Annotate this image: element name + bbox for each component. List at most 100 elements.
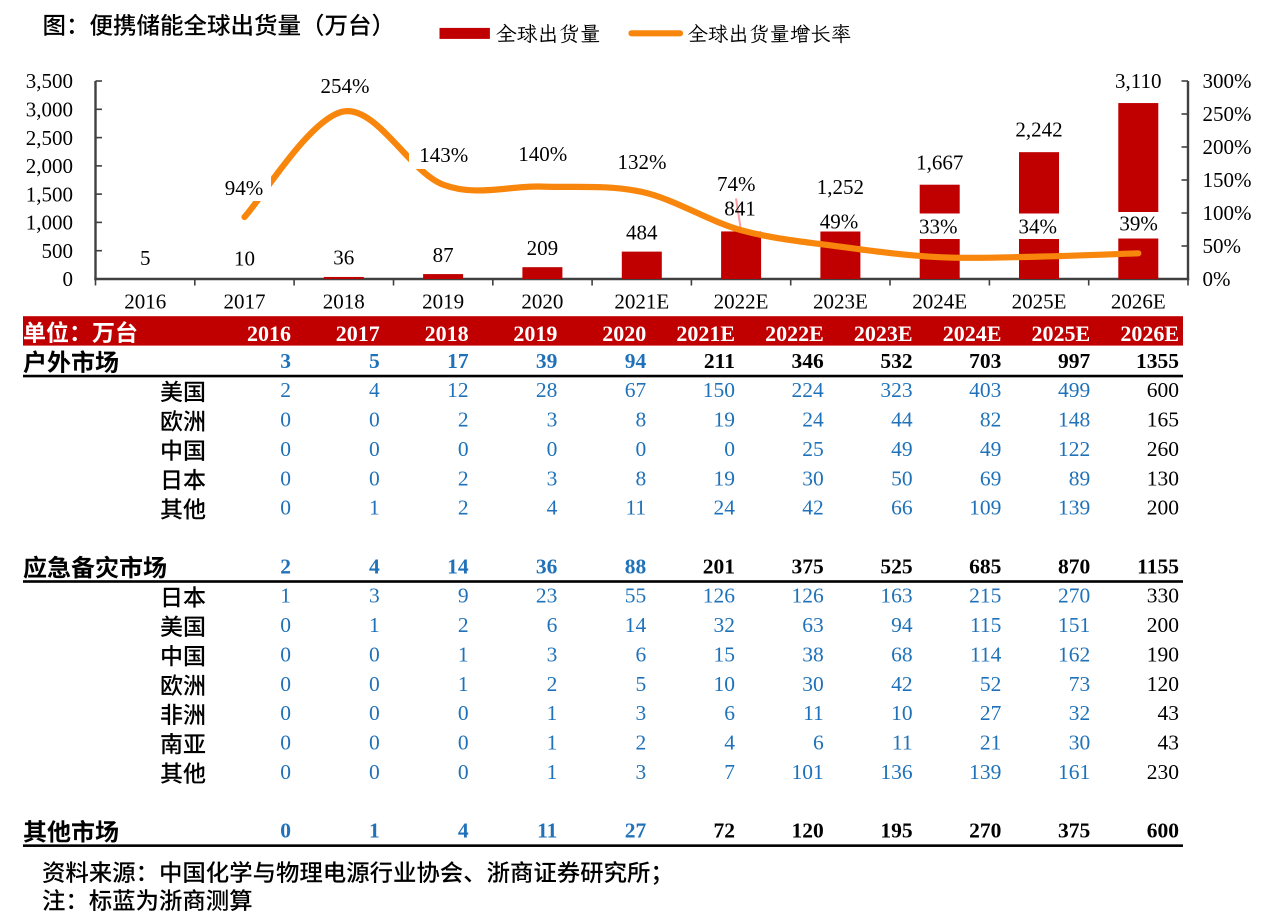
svg-text:1: 1 [547, 760, 558, 784]
svg-text:870: 870 [1058, 554, 1090, 578]
svg-text:1: 1 [547, 730, 558, 754]
svg-text:0: 0 [280, 701, 291, 725]
svg-text:0: 0 [458, 437, 469, 461]
svg-text:72: 72 [714, 819, 736, 843]
svg-text:2020: 2020 [521, 290, 563, 314]
svg-text:2023E: 2023E [813, 290, 868, 314]
svg-text:224: 224 [792, 378, 825, 402]
svg-text:0: 0 [458, 760, 469, 784]
svg-text:0%: 0% [1203, 267, 1231, 291]
svg-text:14: 14 [447, 554, 469, 578]
svg-text:211: 211 [704, 349, 735, 373]
svg-text:600: 600 [1147, 819, 1179, 843]
svg-text:6: 6 [547, 613, 558, 637]
svg-text:4: 4 [547, 496, 558, 520]
svg-text:201: 201 [703, 554, 735, 578]
svg-text:3: 3 [369, 584, 380, 608]
svg-text:24: 24 [714, 496, 736, 520]
svg-text:270: 270 [969, 819, 1001, 843]
svg-text:11: 11 [803, 701, 824, 725]
svg-text:0: 0 [635, 437, 646, 461]
svg-text:0: 0 [63, 267, 74, 291]
svg-text:2: 2 [635, 730, 646, 754]
svg-text:50: 50 [891, 466, 913, 490]
svg-text:0: 0 [369, 642, 380, 666]
svg-text:30: 30 [802, 672, 824, 696]
svg-text:1: 1 [547, 701, 558, 725]
svg-text:23: 23 [536, 584, 558, 608]
svg-text:32: 32 [714, 613, 736, 637]
svg-text:7: 7 [724, 760, 735, 784]
svg-text:1355: 1355 [1136, 349, 1179, 373]
svg-text:120: 120 [792, 819, 824, 843]
svg-text:68: 68 [891, 642, 913, 666]
svg-text:100%: 100% [1203, 201, 1252, 225]
svg-text:50%: 50% [1203, 234, 1242, 258]
svg-text:1155: 1155 [1137, 554, 1179, 578]
svg-text:5: 5 [635, 672, 646, 696]
svg-text:89: 89 [1069, 466, 1091, 490]
svg-text:43: 43 [1158, 701, 1180, 725]
svg-text:190: 190 [1147, 642, 1179, 666]
svg-text:1: 1 [369, 496, 380, 520]
svg-text:11: 11 [625, 496, 646, 520]
svg-text:2021E: 2021E [614, 290, 669, 314]
svg-text:43: 43 [1158, 730, 1180, 754]
svg-text:0: 0 [280, 672, 291, 696]
svg-text:73: 73 [1069, 672, 1091, 696]
svg-text:2: 2 [458, 408, 469, 432]
svg-text:120: 120 [1147, 672, 1179, 696]
svg-text:3: 3 [547, 408, 558, 432]
svg-text:1: 1 [369, 613, 380, 637]
svg-text:11: 11 [892, 730, 913, 754]
svg-text:685: 685 [969, 554, 1001, 578]
svg-text:12: 12 [447, 378, 469, 402]
svg-text:94: 94 [891, 613, 913, 637]
svg-text:375: 375 [1058, 819, 1090, 843]
svg-text:2023E: 2023E [854, 321, 913, 346]
svg-text:34%: 34% [1018, 215, 1057, 239]
svg-text:19: 19 [714, 466, 736, 490]
svg-text:161: 161 [1058, 760, 1090, 784]
svg-text:136: 136 [880, 760, 913, 784]
svg-text:63: 63 [802, 613, 824, 637]
svg-text:88: 88 [625, 554, 647, 578]
svg-text:0: 0 [280, 466, 291, 490]
svg-text:1: 1 [280, 584, 291, 608]
svg-text:0: 0 [280, 496, 291, 520]
svg-text:3: 3 [547, 642, 558, 666]
svg-text:165: 165 [1147, 408, 1179, 432]
svg-text:200%: 200% [1203, 135, 1252, 159]
svg-text:3: 3 [547, 466, 558, 490]
svg-text:132%: 132% [618, 150, 667, 174]
svg-text:2020: 2020 [602, 321, 646, 346]
svg-text:3,500: 3,500 [26, 69, 73, 93]
svg-text:6: 6 [635, 642, 646, 666]
svg-text:260: 260 [1147, 437, 1179, 461]
svg-text:69: 69 [980, 466, 1002, 490]
svg-text:0: 0 [280, 760, 291, 784]
svg-text:39: 39 [536, 349, 558, 373]
svg-text:4: 4 [724, 730, 735, 754]
svg-text:27: 27 [625, 819, 647, 843]
svg-text:0: 0 [369, 701, 380, 725]
svg-text:33%: 33% [919, 215, 958, 239]
svg-text:5: 5 [369, 349, 380, 373]
svg-text:49%: 49% [820, 210, 859, 234]
svg-text:6: 6 [813, 730, 824, 754]
svg-text:403: 403 [969, 378, 1001, 402]
svg-text:330: 330 [1147, 584, 1179, 608]
svg-text:2024E: 2024E [943, 321, 1002, 346]
svg-text:997: 997 [1058, 349, 1091, 373]
svg-text:4: 4 [458, 819, 469, 843]
svg-text:8: 8 [635, 408, 646, 432]
svg-text:841: 841 [724, 197, 756, 221]
svg-text:499: 499 [1058, 378, 1090, 402]
svg-text:150: 150 [703, 378, 735, 402]
svg-text:1,000: 1,000 [26, 211, 73, 235]
svg-text:130: 130 [1147, 466, 1179, 490]
svg-text:28: 28 [536, 378, 558, 402]
svg-text:2,500: 2,500 [26, 126, 73, 150]
svg-text:2018: 2018 [323, 290, 365, 314]
svg-text:2: 2 [280, 378, 291, 402]
